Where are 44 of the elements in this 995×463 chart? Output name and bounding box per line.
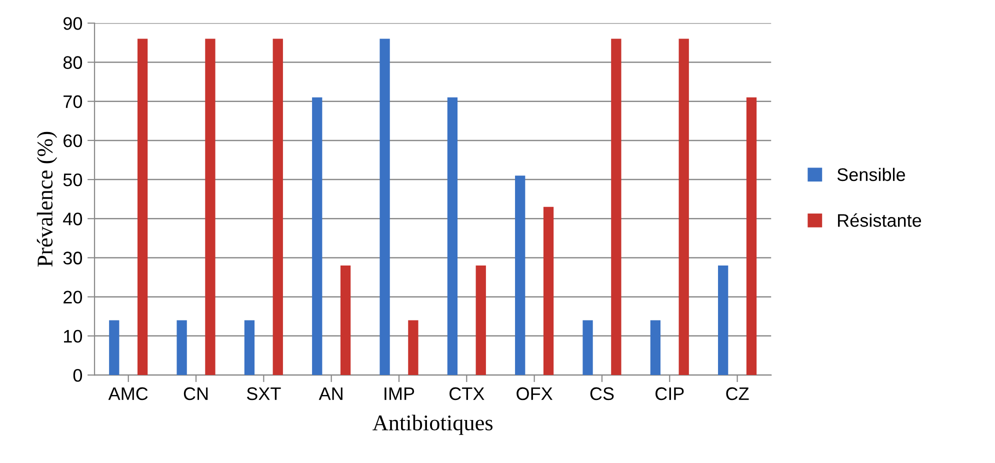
bar [272, 38, 283, 376]
x-tick-label: CTX [450, 387, 484, 400]
y-tick-label: 10 [64, 330, 82, 343]
bar [543, 206, 554, 376]
bar [380, 38, 390, 376]
bar [176, 320, 187, 376]
y-tick-label: 90 [63, 17, 82, 30]
y-tick-label: 70 [64, 95, 82, 108]
x-tick-label: CZ [726, 387, 749, 400]
y-tick-label: 60 [64, 134, 82, 148]
bar [582, 320, 593, 376]
y-tick-label: 50 [63, 173, 82, 186]
bar [447, 97, 458, 376]
y-tick-label: 20 [64, 290, 82, 304]
bar [312, 97, 322, 376]
legend-label: Sensible [837, 168, 906, 182]
bar [340, 266, 351, 376]
bar [476, 266, 486, 376]
y-tick-label: 80 [63, 56, 82, 69]
x-tick-label: IMP [384, 388, 414, 400]
bar [718, 266, 728, 376]
x-tick-label: CN [184, 387, 208, 400]
x-tick-label: CIP [656, 387, 684, 400]
bar [109, 320, 120, 376]
bar [515, 176, 526, 376]
x-tick-label: OFX [516, 387, 552, 400]
bar [205, 38, 216, 376]
y-tick-label: 40 [63, 212, 82, 226]
x-tick-label: SXT [246, 387, 281, 400]
bar [611, 38, 622, 376]
bar [650, 320, 660, 376]
x-tick-label: CS [590, 387, 614, 400]
x-tick-label: AN [318, 388, 342, 400]
bar [678, 38, 689, 376]
x-axis-title: Antibiotiques [372, 414, 493, 435]
y-axis-title: Prévalence (%) [36, 132, 58, 267]
bar [244, 320, 255, 376]
legend-label: Résistante [838, 213, 922, 227]
bar [746, 97, 757, 376]
y-tick-label: 0 [73, 368, 82, 382]
x-tick-label: AMC [108, 387, 148, 400]
bar [137, 38, 148, 376]
bar [408, 320, 418, 376]
y-tick-label: 30 [63, 252, 82, 264]
